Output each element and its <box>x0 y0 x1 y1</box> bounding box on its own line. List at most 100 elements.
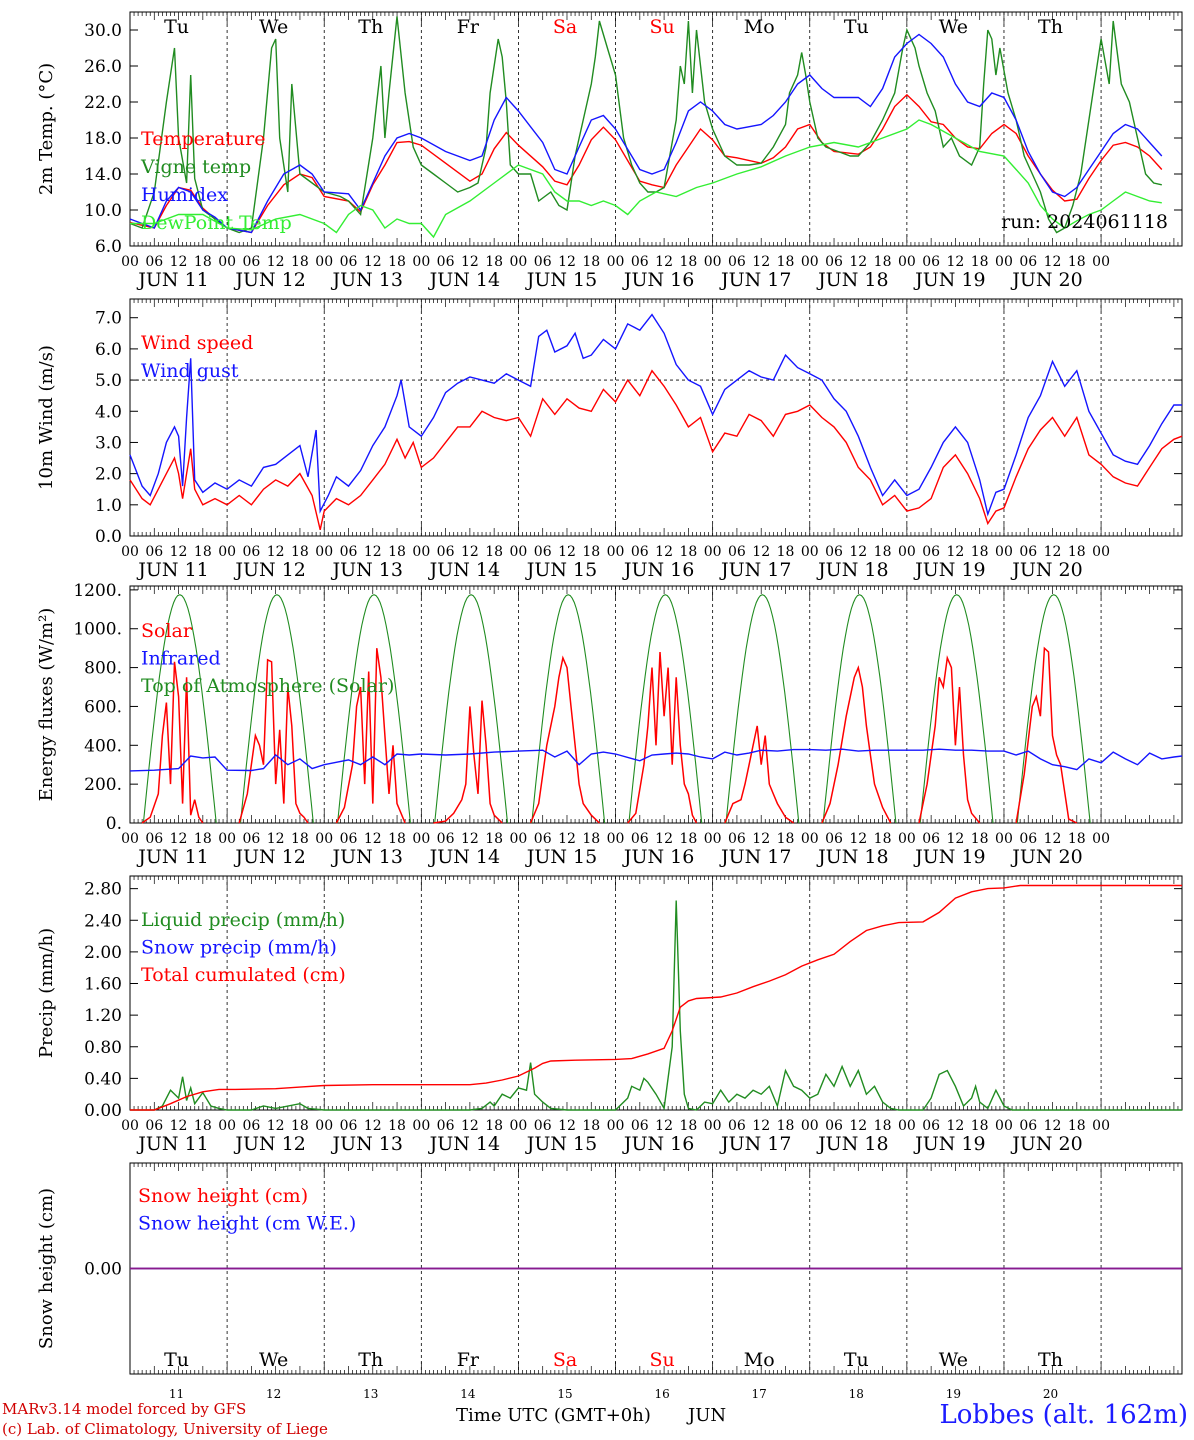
hour-tick-label: 18 <box>971 1118 989 1134</box>
day-number-label: 11 <box>169 1387 184 1401</box>
hour-tick-label: 00 <box>412 254 430 270</box>
ytick-label: 2.40 <box>84 911 122 931</box>
hour-tick-label: 00 <box>1092 254 1110 270</box>
ytick-label: 18.0 <box>84 129 122 149</box>
hour-tick-label: 00 <box>121 254 139 270</box>
hour-tick-label: 12 <box>461 544 479 560</box>
hour-tick-label: 12 <box>947 544 965 560</box>
hour-tick-label: 06 <box>242 1118 260 1134</box>
date-label: JUN 11 <box>136 269 208 291</box>
series-line <box>141 661 204 824</box>
hour-tick-label: 12 <box>1044 254 1062 270</box>
hour-tick-label: 18 <box>291 831 309 847</box>
hour-tick-label: 18 <box>582 1118 600 1134</box>
plot-frame-wind <box>129 298 1183 537</box>
hour-tick-label: 06 <box>825 544 843 560</box>
hour-tick-label: 06 <box>145 1118 163 1134</box>
weekday-label: Sa <box>553 16 577 38</box>
hour-tick-label: 12 <box>947 831 965 847</box>
hour-tick-label: 12 <box>558 544 576 560</box>
hour-tick-label: 12 <box>655 544 673 560</box>
series-line <box>1015 646 1078 824</box>
hour-tick-label: 18 <box>971 254 989 270</box>
hour-tick-label: 18 <box>874 1118 892 1134</box>
hour-tick-label: 18 <box>485 254 503 270</box>
hour-tick-label: 06 <box>728 831 746 847</box>
weekday-label: We <box>939 1349 968 1371</box>
date-label: JUN 14 <box>428 1133 500 1155</box>
ytick-label: 0.80 <box>84 1038 122 1058</box>
hour-tick-label: 12 <box>267 254 285 270</box>
hour-tick-label: 18 <box>194 544 212 560</box>
hour-tick-label: 06 <box>728 1118 746 1134</box>
footer-credit-model: MARv3.14 model forced by GFS <box>2 1400 247 1418</box>
weekday-label: Mo <box>744 1349 775 1371</box>
date-label: JUN 17 <box>719 559 791 581</box>
hour-tick-label: 00 <box>607 831 625 847</box>
weekday-label: Tu <box>844 1349 869 1371</box>
toa-solar-line <box>142 594 217 824</box>
hour-tick-label: 06 <box>437 1118 455 1134</box>
hour-tick-label: 18 <box>194 1118 212 1134</box>
date-label: JUN 17 <box>719 846 791 868</box>
ytick-label: 2.00 <box>84 943 122 963</box>
date-label: JUN 19 <box>913 269 985 291</box>
hour-tick-label: 18 <box>485 1118 503 1134</box>
hour-tick-label: 00 <box>315 1118 333 1134</box>
toa-solar-line <box>239 594 314 824</box>
ytick-label: 4.0 <box>95 402 122 422</box>
hour-tick-label: 06 <box>340 831 358 847</box>
hour-tick-label: 00 <box>995 544 1013 560</box>
hour-tick-label: 00 <box>704 544 722 560</box>
hour-tick-label: 00 <box>801 831 819 847</box>
hour-tick-label: 06 <box>534 831 552 847</box>
ytick-label: 0.00 <box>84 1260 122 1280</box>
hour-tick-label: 12 <box>170 544 188 560</box>
ytick-label: 0.40 <box>84 1069 122 1089</box>
date-label: JUN 15 <box>525 1133 597 1155</box>
ytick-label: 0.0 <box>95 527 122 547</box>
weekday-label: Tu <box>164 16 189 38</box>
hour-tick-label: 12 <box>752 1118 770 1134</box>
ytick-label: 200. <box>84 775 122 795</box>
hour-tick-label: 12 <box>655 831 673 847</box>
date-label: JUN 13 <box>331 559 403 581</box>
legend-entry: DewPoint Temp <box>141 212 292 234</box>
hour-tick-label: 18 <box>777 254 795 270</box>
y-axis-title: 10m Wind (m/s) <box>36 345 57 490</box>
ytick-label: 10.0 <box>84 201 122 221</box>
legend-entry: Vigne temp <box>140 156 251 178</box>
hour-tick-label: 12 <box>655 1118 673 1134</box>
legend-entry: Wind speed <box>141 332 253 354</box>
ytick-label: 400. <box>84 736 122 756</box>
hour-tick-label: 12 <box>170 254 188 270</box>
date-label: JUN 17 <box>719 269 791 291</box>
hour-tick-label: 06 <box>534 544 552 560</box>
day-number-label: 13 <box>363 1387 378 1401</box>
day-number-label: 15 <box>557 1387 572 1401</box>
hour-tick-label: 00 <box>1092 1118 1110 1134</box>
hour-tick-label: 18 <box>388 254 406 270</box>
ytick-label: 600. <box>84 697 122 717</box>
date-label: JUN 13 <box>331 1133 403 1155</box>
legend-entry: Solar <box>141 620 193 642</box>
series-line <box>129 16 1162 234</box>
legend-entry: Infrared <box>141 648 221 670</box>
series-line <box>129 313 1182 517</box>
date-label: JUN 12 <box>233 1133 305 1155</box>
date-label: JUN 11 <box>136 1133 208 1155</box>
hour-tick-label: 06 <box>534 1118 552 1134</box>
hour-tick-label: 12 <box>1044 1118 1062 1134</box>
hour-tick-label: 18 <box>485 544 503 560</box>
series-line <box>335 648 406 824</box>
hour-tick-label: 18 <box>1068 1118 1086 1134</box>
hour-tick-label: 12 <box>364 544 382 560</box>
hour-tick-label: 06 <box>437 254 455 270</box>
hour-tick-label: 18 <box>679 1118 697 1134</box>
hour-tick-label: 00 <box>121 1118 139 1134</box>
hour-tick-label: 06 <box>1019 1118 1037 1134</box>
ytick-label: 2.0 <box>95 465 122 485</box>
hour-tick-label: 00 <box>510 544 528 560</box>
hour-tick-label: 06 <box>922 1118 940 1134</box>
weekday-label: Tu <box>164 1349 189 1371</box>
